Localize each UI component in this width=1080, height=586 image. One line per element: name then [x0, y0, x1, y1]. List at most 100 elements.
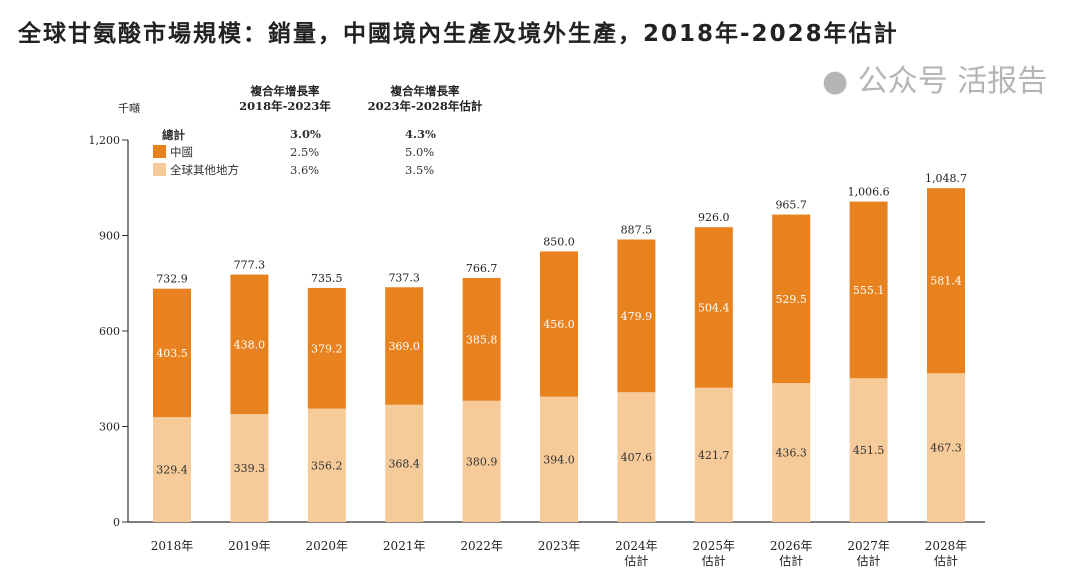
cagr-header-1-line2: 2018年-2023年 — [239, 99, 331, 113]
bar-label-rest: 394.0 — [543, 453, 575, 466]
bar-label-china: 479.9 — [621, 310, 653, 323]
total-label: 766.7 — [466, 262, 498, 275]
y-axis-label: 千噸 — [118, 101, 140, 115]
bar-rest — [772, 383, 811, 522]
total-label: 1,006.6 — [848, 186, 890, 199]
wechat-icon: ● — [822, 64, 849, 99]
total-label: 735.5 — [311, 272, 343, 285]
bar-label-china: 456.0 — [543, 318, 575, 331]
legend-swatch-china — [153, 145, 166, 158]
total-label: 1,048.7 — [925, 172, 967, 185]
legend-rest: 全球其他地方 — [153, 162, 239, 178]
bar-china — [230, 274, 269, 414]
cagr-total-2: 4.3% — [405, 127, 436, 141]
bar-china — [307, 287, 346, 409]
total-label: 926.0 — [698, 211, 730, 224]
x-tick-label: 2019年 — [228, 539, 271, 553]
x-tick-label: 2020年 — [306, 539, 349, 553]
bar-rest — [153, 417, 191, 522]
x-tick-label: 2024年 — [615, 539, 658, 553]
cagr-china-2: 5.0% — [405, 145, 435, 159]
cagr-header-1-line1: 複合年增長率 — [250, 84, 320, 98]
cagr-rest-2: 3.5% — [405, 163, 435, 177]
y-tick-label: 1,200 — [89, 134, 121, 147]
total-label: 732.9 — [156, 273, 188, 286]
legend-swatch-rest — [153, 163, 166, 176]
x-tick-label: 2018年 — [151, 539, 194, 553]
bar-label-rest: 407.6 — [621, 451, 653, 464]
bar-rest — [617, 392, 656, 522]
y-tick-label: 600 — [99, 325, 120, 338]
bar-label-china: 385.8 — [466, 333, 498, 346]
total-label: 887.5 — [621, 223, 653, 236]
bar-china — [772, 214, 811, 384]
bar-china — [385, 287, 424, 405]
x-tick-label: 估計 — [779, 553, 803, 568]
legend-label-china: 中國 — [170, 145, 193, 159]
cagr-header-2: 複合年增長率 2023年-2028年估計 — [355, 84, 495, 114]
bar-label-rest: 356.2 — [311, 459, 343, 472]
cagr-header-2-line2: 2023年-2028年估計 — [367, 99, 483, 113]
y-tick-label: 0 — [113, 516, 120, 529]
cagr-rest-1: 3.6% — [290, 163, 320, 177]
bar-rest — [462, 400, 501, 522]
bar-china — [694, 227, 733, 388]
bar-china — [153, 288, 191, 418]
bar-label-rest: 467.3 — [930, 442, 962, 455]
x-tick-label: 估計 — [857, 553, 881, 568]
legend-label-rest: 全球其他地方 — [170, 163, 239, 177]
bar-label-rest: 380.9 — [466, 455, 498, 468]
cagr-header-2-line1: 複合年增長率 — [390, 84, 460, 98]
total-label: 850.0 — [543, 235, 575, 248]
watermark-text: 公众号 活报告 — [857, 64, 1048, 99]
cagr-total-1: 3.0% — [290, 127, 321, 141]
bar-label-china: 379.2 — [311, 342, 343, 355]
y-tick-label: 900 — [99, 230, 120, 243]
x-tick-label: 2023年 — [538, 539, 581, 553]
legend-china: 中國 — [153, 144, 193, 160]
bar-label-china: 369.0 — [388, 340, 420, 353]
bar-label-rest: 339.3 — [234, 462, 266, 475]
x-tick-label: 2027年 — [847, 539, 890, 553]
cagr-header-1: 複合年增長率 2018年-2023年 — [225, 84, 345, 114]
bar-label-rest: 436.3 — [775, 447, 807, 460]
x-tick-label: 估計 — [702, 553, 726, 568]
legend-total: 總計 — [162, 128, 185, 142]
cagr-china-1: 2.5% — [290, 145, 320, 159]
watermark: ● 公众号 活报告 — [822, 56, 1047, 100]
total-label: 965.7 — [775, 199, 807, 212]
bar-rest — [385, 404, 424, 522]
bar-china — [462, 277, 501, 401]
bar-label-china: 403.5 — [156, 347, 188, 360]
total-label: 777.3 — [234, 259, 266, 272]
bar-rest — [694, 387, 733, 522]
total-label: 737.3 — [388, 271, 420, 284]
bar-china — [849, 201, 888, 379]
bar-label-rest: 368.4 — [388, 457, 420, 470]
bar-china — [617, 239, 656, 393]
bar-rest — [230, 413, 269, 522]
bar-rest — [540, 396, 578, 522]
x-tick-label: 2021年 — [383, 539, 426, 553]
bar-label-rest: 421.7 — [698, 449, 730, 462]
x-tick-label: 估計 — [934, 553, 958, 568]
bar-label-china: 555.1 — [853, 284, 885, 297]
x-tick-label: 估計 — [624, 553, 648, 568]
x-tick-label: 2028年 — [925, 539, 968, 553]
bar-label-china: 438.0 — [234, 338, 266, 351]
bar-label-china: 529.5 — [775, 293, 807, 306]
bar-china — [540, 251, 578, 397]
bar-rest — [307, 408, 346, 522]
bar-china — [927, 188, 965, 374]
bar-label-rest: 329.4 — [156, 464, 188, 477]
y-tick-label: 300 — [99, 421, 120, 434]
bar-label-china: 504.4 — [698, 301, 730, 314]
bar-rest — [849, 378, 888, 522]
x-tick-label: 2025年 — [693, 539, 736, 553]
x-tick-label: 2022年 — [460, 539, 503, 553]
x-tick-label: 2026年 — [770, 539, 813, 553]
bar-label-rest: 451.5 — [853, 444, 885, 457]
bar-label-china: 581.4 — [930, 275, 962, 288]
